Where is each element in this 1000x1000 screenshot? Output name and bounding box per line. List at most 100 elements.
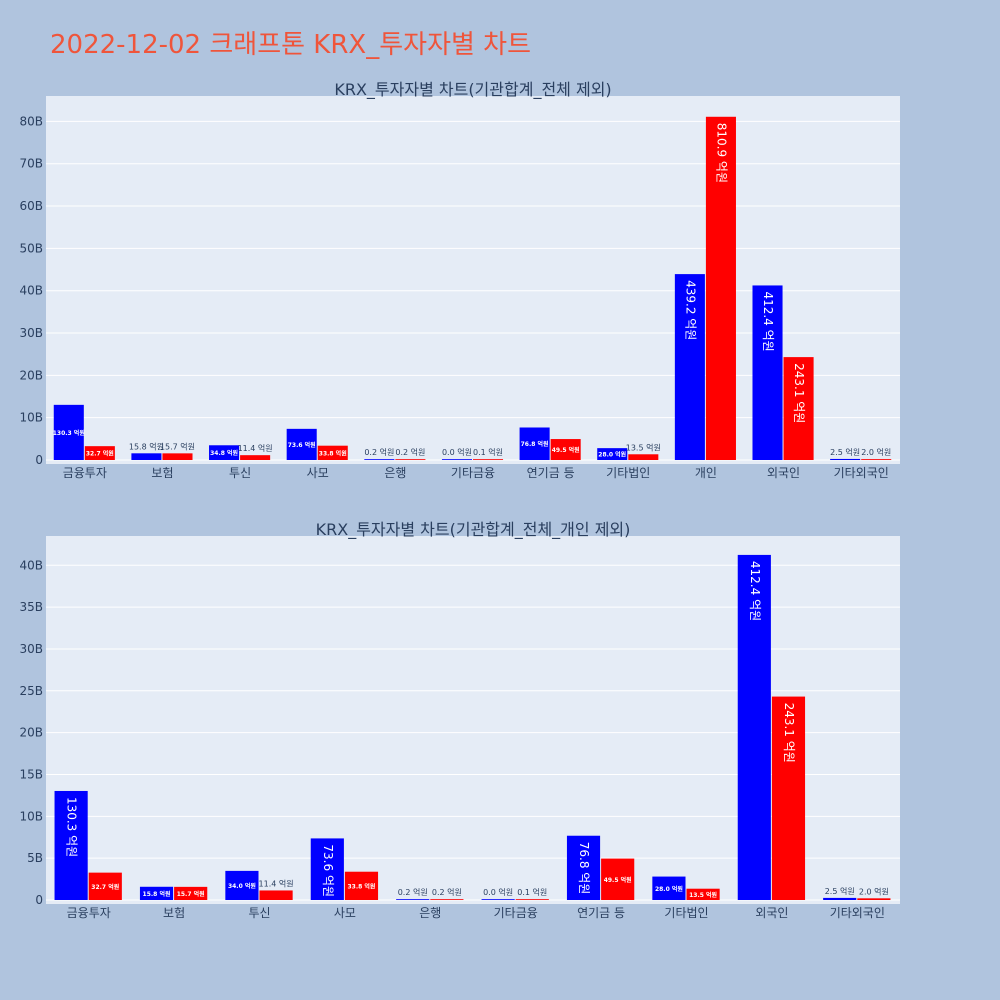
data-label: 73.6 억원 xyxy=(321,844,335,897)
data-label: 15.8 억원 xyxy=(129,441,164,451)
data-label: 412.4 억원 xyxy=(748,561,762,621)
bar xyxy=(131,453,162,460)
y-tick-label: 40B xyxy=(19,558,43,572)
x-tick-label: 투신 xyxy=(229,466,251,480)
data-label: 0.1 억원 xyxy=(473,447,503,457)
bar xyxy=(53,404,84,460)
chart-title: KRX_투자자별 차트(기관합계_전체_개인 제외) xyxy=(316,520,631,540)
data-label: 33.8 억원 xyxy=(348,882,376,890)
y-tick-label: 10B xyxy=(19,411,43,425)
bar xyxy=(54,790,88,900)
y-tick-label: 35B xyxy=(19,600,43,614)
bar xyxy=(823,897,857,900)
bar xyxy=(317,445,348,460)
data-label: 0.2 억원 xyxy=(364,447,394,457)
data-label: 0.0 억원 xyxy=(483,887,513,897)
bar xyxy=(88,872,122,900)
x-tick-label: 기타법인 xyxy=(606,466,650,480)
data-label: 28.0 억원 xyxy=(598,451,626,459)
data-label: 0.2 억원 xyxy=(398,887,428,897)
x-tick-label: 기타금융 xyxy=(451,466,495,480)
x-tick-label: 기타금융 xyxy=(494,906,538,920)
y-tick-label: 20B xyxy=(19,726,43,740)
bar xyxy=(550,439,581,460)
data-label: 76.8 억원 xyxy=(577,842,591,895)
bar xyxy=(259,890,293,900)
x-tick-label: 보험 xyxy=(163,906,185,920)
bar xyxy=(601,858,635,900)
x-tick-label: 투신 xyxy=(248,906,270,920)
x-tick-label: 연기금 등 xyxy=(577,906,625,920)
data-label: 34.8 억원 xyxy=(210,449,238,457)
bar xyxy=(481,899,515,900)
data-label: 76.8 억원 xyxy=(521,440,549,448)
bar xyxy=(162,453,193,460)
data-label: 439.2 억원 xyxy=(683,280,697,340)
data-label: 243.1 억원 xyxy=(782,703,796,763)
bar xyxy=(783,357,814,460)
bar xyxy=(861,459,892,460)
x-tick-label: 기타법인 xyxy=(664,906,708,920)
x-tick-label: 외국인 xyxy=(767,466,800,480)
data-label: 33.8 억원 xyxy=(319,449,347,457)
x-tick-label: 기타외국인 xyxy=(834,466,889,480)
x-tick-label: 사모 xyxy=(334,906,356,920)
bar xyxy=(830,458,861,460)
page-title: 2022-12-02 크래프톤 KRX_투자자별 차트 xyxy=(50,30,532,60)
x-tick-label: 금융투자 xyxy=(67,906,111,920)
y-tick-label: 0 xyxy=(35,893,43,907)
y-tick-label: 30B xyxy=(19,642,43,656)
data-label: 13.5 억원 xyxy=(626,442,661,452)
data-label: 130.3 억원 xyxy=(53,429,85,437)
data-label: 0.0 억원 xyxy=(442,447,472,457)
bar xyxy=(174,886,208,900)
data-label: 15.7 억원 xyxy=(177,890,205,898)
y-tick-label: 70B xyxy=(19,157,43,171)
y-tick-label: 15B xyxy=(19,767,43,781)
chart-title: KRX_투자자별 차트(기관합계_전체 제외) xyxy=(334,80,611,100)
bar xyxy=(686,888,720,900)
y-tick-label: 5B xyxy=(27,851,43,865)
bar xyxy=(209,445,240,460)
data-label: 15.7 억원 xyxy=(160,441,195,451)
data-label: 0.1 억원 xyxy=(517,887,547,897)
data-label: 2.0 억원 xyxy=(861,447,891,457)
bar xyxy=(519,427,550,460)
bar xyxy=(84,446,115,460)
y-tick-label: 30B xyxy=(19,326,43,340)
bar xyxy=(225,870,259,900)
bar xyxy=(139,886,174,900)
bar xyxy=(737,554,771,900)
bar xyxy=(473,459,504,460)
bar xyxy=(674,274,705,460)
y-tick-label: 40B xyxy=(19,284,43,298)
data-label: 32.7 억원 xyxy=(91,883,119,891)
bar xyxy=(857,898,891,900)
bar xyxy=(286,428,317,460)
data-label: 2.0 억원 xyxy=(859,886,889,896)
bar xyxy=(628,454,659,460)
x-tick-label: 기타외국인 xyxy=(830,906,885,920)
y-tick-label: 25B xyxy=(19,684,43,698)
x-tick-label: 개인 xyxy=(695,466,717,480)
data-label: 412.4 억원 xyxy=(761,291,775,351)
bar xyxy=(344,871,379,900)
bar xyxy=(364,459,395,460)
data-label: 49.5 억원 xyxy=(552,446,580,454)
bar xyxy=(771,696,806,900)
data-label: 0.2 억원 xyxy=(395,447,425,457)
y-tick-label: 0 xyxy=(35,453,43,467)
bar xyxy=(705,116,736,460)
bar xyxy=(395,459,426,460)
data-label: 11.4 억원 xyxy=(259,878,294,888)
data-label: 243.1 억원 xyxy=(792,363,806,423)
y-tick-label: 10B xyxy=(19,809,43,823)
bar xyxy=(566,835,601,900)
x-tick-label: 보험 xyxy=(151,466,173,480)
y-tick-label: 50B xyxy=(19,241,43,255)
data-label: 13.5 억원 xyxy=(689,891,717,899)
bar xyxy=(441,459,472,460)
data-label: 49.5 억원 xyxy=(604,876,632,884)
data-label: 73.6 억원 xyxy=(288,441,316,449)
